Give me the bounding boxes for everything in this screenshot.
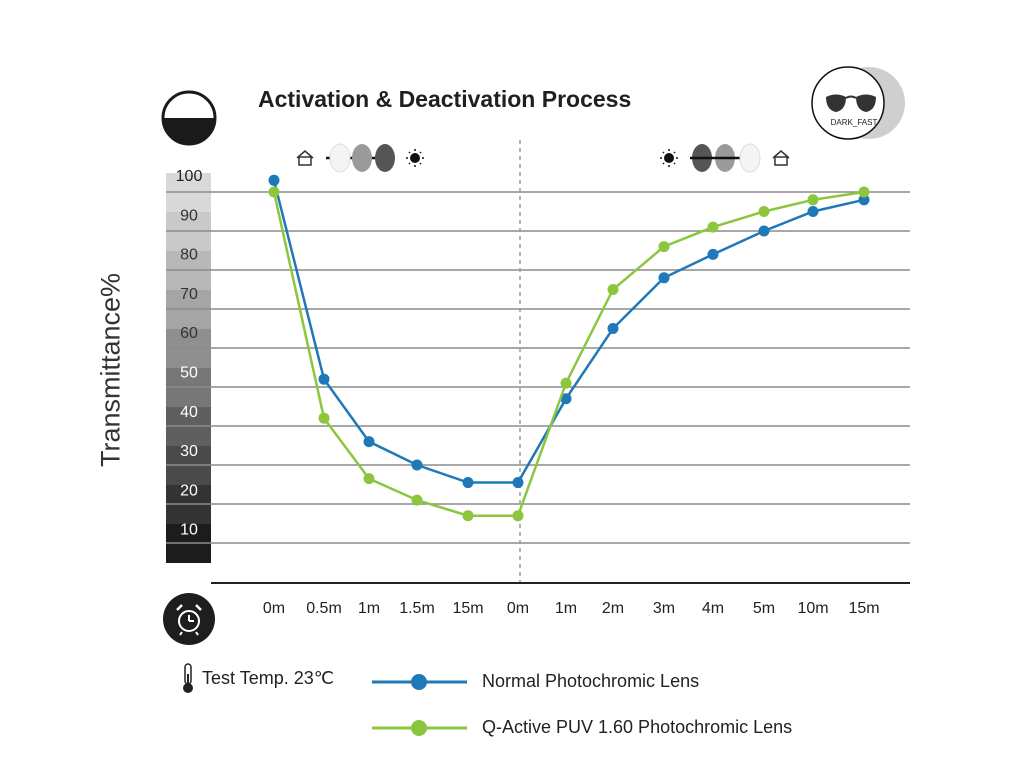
series-line xyxy=(272,190,865,517)
y-tick-label: 100 xyxy=(176,168,203,185)
y-tick-label: 50 xyxy=(180,365,198,382)
data-point xyxy=(512,477,524,489)
y-axis-label: Transmittance% xyxy=(95,272,126,468)
y-tick-label: 0 xyxy=(185,561,194,578)
test-temperature: Test Temp. 23℃ xyxy=(202,668,334,688)
thermometer-icon xyxy=(183,663,193,693)
data-point xyxy=(607,284,619,295)
legend xyxy=(372,674,467,736)
gridlines xyxy=(166,191,910,544)
sun-icon xyxy=(660,149,678,167)
lens-mid-icon xyxy=(352,144,372,172)
data-point xyxy=(462,477,474,489)
home-icon xyxy=(772,150,790,166)
legend-normal-marker xyxy=(372,674,467,690)
chart-title: Activation & Deactivation Process xyxy=(258,86,632,112)
data-point xyxy=(512,510,524,522)
y-tick-label: 30 xyxy=(180,443,198,460)
x-tick-label: 10m xyxy=(797,600,828,617)
data-point xyxy=(758,206,770,217)
x-tick-label: 2m xyxy=(602,600,624,617)
data-point xyxy=(462,510,474,522)
y-tick-label: 90 xyxy=(180,207,198,224)
data-point xyxy=(411,459,423,471)
y-tick-label: 40 xyxy=(180,404,198,421)
x-tick-label: 0.5m xyxy=(306,600,342,617)
y-tick-label: 20 xyxy=(180,482,198,499)
data-point xyxy=(707,221,719,233)
series-line xyxy=(272,179,865,484)
x-tick-label: 3m xyxy=(653,600,675,617)
y-tick-label: 80 xyxy=(180,247,198,264)
data-point xyxy=(318,412,330,424)
y-tick-label: 10 xyxy=(180,522,198,539)
badge-label: DARK_FAST xyxy=(830,118,878,127)
x-tick-label: 5m xyxy=(753,600,775,617)
y-tick-label: 70 xyxy=(180,286,198,303)
data-point xyxy=(411,494,423,506)
data-point xyxy=(607,323,619,334)
x-tick-label: 4m xyxy=(702,600,724,617)
x-tick-label: 1m xyxy=(358,600,380,617)
data-point xyxy=(858,186,870,198)
legend-qactive-label: Q-Active PUV 1.60 Photochromic Lens xyxy=(482,717,793,737)
data-point xyxy=(758,225,770,237)
x-tick-label: 0m xyxy=(507,600,529,617)
data-point xyxy=(858,194,870,206)
data-point xyxy=(318,373,330,385)
lens-clear-icon xyxy=(739,143,761,173)
lens-dark-icon xyxy=(375,144,395,172)
dark-fast-badge xyxy=(811,66,905,140)
data-point xyxy=(658,241,670,253)
series-normal xyxy=(268,174,870,489)
x-tick-label: 1.5m xyxy=(399,600,435,617)
x-tick-label: 0m xyxy=(263,600,285,617)
data-point xyxy=(560,377,572,389)
data-point xyxy=(268,186,280,198)
data-point xyxy=(363,473,375,485)
data-point xyxy=(658,272,670,284)
data-point xyxy=(560,393,572,405)
x-tick-label: 15m xyxy=(848,600,879,617)
sunglasses-icon xyxy=(826,94,876,112)
x-tick-label: 15m xyxy=(452,600,483,617)
data-point xyxy=(268,174,280,186)
y-tick-label: 60 xyxy=(180,325,198,342)
legend-qactive-marker xyxy=(372,720,467,736)
alarm-clock-icon xyxy=(163,593,215,645)
x-tick-label: 1m xyxy=(555,600,577,617)
lens-clear-icon xyxy=(329,143,351,173)
home-icon xyxy=(296,150,314,166)
data-point xyxy=(807,206,819,217)
activation-sequence xyxy=(296,143,424,173)
series-layer xyxy=(268,174,870,522)
x-tick-labels: 0m 0.5m 1m 1.5m 15m 0m 1m 2m 3m 4m 5m 10m 15m xyxy=(263,600,880,617)
data-point xyxy=(807,194,819,206)
data-point xyxy=(707,248,719,260)
series-qactive xyxy=(268,186,870,522)
deactivation-sequence xyxy=(660,143,790,173)
half-dark-lens-icon xyxy=(161,90,217,146)
sun-icon xyxy=(406,149,424,167)
legend-normal-label: Normal Photochromic Lens xyxy=(482,671,700,691)
data-point xyxy=(363,436,375,448)
